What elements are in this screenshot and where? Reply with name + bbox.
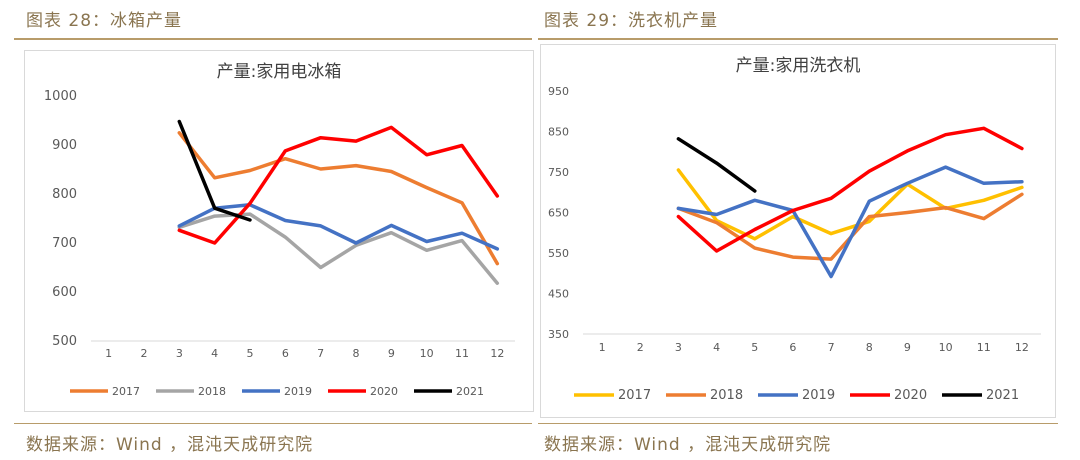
washer-x-tick-label: 9 xyxy=(904,341,911,354)
washer-x-tick-label: 2 xyxy=(637,341,644,354)
washer-x-tick-label: 7 xyxy=(828,341,835,354)
figure-29-label: 图表 29：洗衣机产量 xyxy=(544,11,719,31)
right-source: 数据来源：Wind ，混沌天成研究院 xyxy=(544,435,832,455)
washer-y-tick-label: 650 xyxy=(548,207,569,220)
fridge-y-tick-label: 700 xyxy=(52,236,77,251)
fridge-series-line-2018 xyxy=(177,212,500,285)
left-footer-rule xyxy=(14,423,532,424)
washer-legend-label-2021: 2021 xyxy=(986,388,1019,403)
fridge-y-tick-label: 600 xyxy=(52,285,77,300)
fridge-x-tick-label: 1 xyxy=(105,347,112,360)
fridge-y-tick-label: 1000 xyxy=(44,89,77,104)
fridge-x-tick-label: 7 xyxy=(317,347,324,360)
fridge-series-line-2020 xyxy=(177,125,500,245)
washer-chart: 产量:家用洗衣机 350 450 550 650 750 850 950 1 2 3 4 5 6 7 8 9 10… xyxy=(540,44,1056,418)
left-source: 数据来源：Wind ，混沌天成研究院 xyxy=(26,435,314,455)
washer-x-tick-label: 10 xyxy=(939,341,953,354)
washer-legend-label-2018: 2018 xyxy=(710,388,743,403)
fridge-x-tick-label: 8 xyxy=(353,347,360,360)
fridge-x-tick-label: 3 xyxy=(176,347,183,360)
fridge-legend-label-2020: 2020 xyxy=(370,385,398,398)
washer-series-line-2020 xyxy=(676,126,1024,253)
washer-series-line-2019 xyxy=(676,165,1024,279)
right-header-rule xyxy=(538,38,1058,40)
washer-y-tick-label: 350 xyxy=(548,328,569,341)
washer-y-tick-label: 850 xyxy=(548,126,569,139)
washer-y-tick-label: 950 xyxy=(548,85,569,98)
fridge-x-tick-label: 12 xyxy=(490,347,504,360)
fridge-series-line-2021 xyxy=(177,119,252,222)
washer-legend-label-2020: 2020 xyxy=(894,388,927,403)
fridge-x-tick-label: 11 xyxy=(455,347,469,360)
fridge-y-tick-label: 500 xyxy=(52,334,77,349)
washer-x-tick-label: 4 xyxy=(713,341,720,354)
fridge-series-line-2017 xyxy=(177,131,500,266)
fridge-chart-title: 产量:家用电冰箱 xyxy=(217,62,342,82)
washer-series-line-2017 xyxy=(676,168,1024,241)
fridge-x-tick-label: 10 xyxy=(420,347,434,360)
fridge-x-tick-label: 6 xyxy=(282,347,289,360)
washer-x-tick-label: 12 xyxy=(1015,341,1029,354)
right-footer-rule xyxy=(538,423,1058,424)
washer-legend-label-2017: 2017 xyxy=(618,388,651,403)
fridge-x-tick-label: 2 xyxy=(141,347,148,360)
washer-x-tick-label: 6 xyxy=(789,341,796,354)
washer-x-tick-label: 11 xyxy=(977,341,991,354)
washer-legend-label-2019: 2019 xyxy=(802,388,835,403)
washer-chart-title: 产量:家用洗衣机 xyxy=(736,56,861,76)
fridge-legend-label-2017: 2017 xyxy=(112,385,140,398)
washer-series-line-2021 xyxy=(676,137,757,193)
fridge-x-tick-label: 5 xyxy=(247,347,254,360)
fridge-legend-label-2019: 2019 xyxy=(284,385,312,398)
fridge-y-tick-label: 800 xyxy=(52,187,77,202)
fridge-legend-label-2018: 2018 xyxy=(198,385,226,398)
washer-y-tick-label: 750 xyxy=(548,166,569,179)
fridge-x-tick-label: 9 xyxy=(388,347,395,360)
fridge-series-line-2019 xyxy=(177,203,500,251)
fridge-x-tick-label: 4 xyxy=(211,347,218,360)
washer-y-tick-label: 550 xyxy=(548,247,569,260)
washer-x-tick-label: 8 xyxy=(866,341,873,354)
washer-x-tick-label: 1 xyxy=(599,341,606,354)
left-header-rule xyxy=(14,38,532,40)
fridge-chart: 产量:家用电冰箱 500 600 700 800 900 1000 1 2 3 4 5 6 7 8 9 10 11… xyxy=(24,50,534,412)
fridge-y-tick-label: 900 xyxy=(52,138,77,153)
washer-x-tick-label: 5 xyxy=(751,341,758,354)
washer-x-tick-label: 3 xyxy=(675,341,682,354)
fridge-legend-label-2021: 2021 xyxy=(456,385,484,398)
washer-y-tick-label: 450 xyxy=(548,288,569,301)
figure-28-label: 图表 28：冰箱产量 xyxy=(26,11,183,31)
